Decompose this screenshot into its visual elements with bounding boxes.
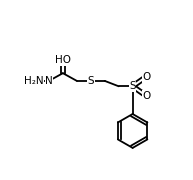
Text: S: S: [129, 81, 136, 91]
Text: O: O: [142, 72, 151, 82]
Text: N: N: [45, 76, 53, 86]
Text: HO: HO: [55, 55, 71, 65]
Text: O: O: [142, 91, 151, 100]
Text: H₂N: H₂N: [24, 76, 43, 86]
Text: S: S: [87, 76, 94, 86]
